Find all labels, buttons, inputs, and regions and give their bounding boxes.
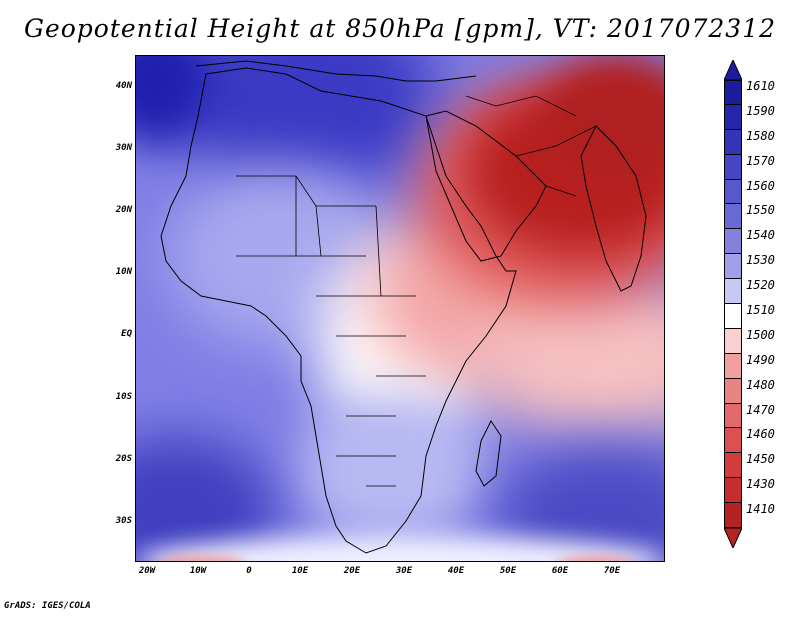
colorbar-label-1480: 1480	[746, 377, 775, 392]
colorbar-cell-7	[724, 254, 742, 280]
colorbar-label-1570: 1570	[746, 153, 775, 168]
colorbar-label-1460: 1460	[746, 427, 775, 442]
map-frame	[135, 55, 665, 562]
colorbar-label-1500: 1500	[746, 327, 775, 342]
colorbar-cell-11	[724, 353, 742, 379]
lat-label-30s: 30S	[115, 516, 132, 526]
europe-coastline	[195, 60, 477, 82]
colorbar-label-1510: 1510	[746, 303, 775, 317]
footer-credit: GrADS: IGES/COLA	[4, 601, 91, 611]
lat-label-10s: 10S	[115, 392, 132, 402]
lat-label-eq: EQ	[121, 329, 132, 339]
colorbar-cell-3	[724, 154, 742, 180]
colorbar-cell-16	[724, 478, 742, 504]
colorbar-label-1530: 1530	[746, 253, 775, 268]
lat-label-10n: 10N	[115, 267, 132, 277]
colorbar-label-1540: 1540	[746, 228, 775, 243]
colorbar-label-1520: 1520	[746, 278, 775, 293]
lon-label-40e: 40E	[447, 566, 465, 576]
lat-label-40n: 40N	[115, 81, 132, 91]
country-borders	[236, 175, 426, 487]
colorbar-label-1410: 1410	[746, 502, 775, 517]
colorbar-top-arrow	[724, 60, 742, 80]
lon-label-50e: 50E	[499, 566, 517, 576]
colorbar-label-1580: 1580	[746, 128, 775, 143]
colorbar-cell-17	[724, 503, 742, 528]
field-deep-red-iran	[546, 56, 664, 176]
lon-label-30e: 30E	[395, 566, 413, 576]
colorbar-cell-0	[724, 80, 742, 105]
field-red-south-edge-left	[156, 556, 246, 561]
colorbar-cell-15	[724, 453, 742, 479]
colorbar-bottom-arrow	[724, 528, 742, 548]
lat-label-20n: 20N	[115, 205, 132, 215]
colorbar-cell-10	[724, 328, 742, 354]
colorbar-label-1590: 1590	[746, 103, 775, 118]
colorbar-cell-9	[724, 304, 742, 329]
lon-label-20e: 20E	[343, 566, 361, 576]
colorbar-label-1490: 1490	[746, 352, 775, 367]
colorbar-label-1430: 1430	[746, 477, 775, 492]
colorbar-cell-5	[724, 204, 742, 230]
colorbar-cell-4	[724, 179, 742, 205]
colorbar-label-1470: 1470	[746, 402, 775, 417]
colorbar-cell-6	[724, 229, 742, 255]
colorbar-label-1560: 1560	[746, 178, 775, 193]
asia-borders	[465, 95, 597, 197]
africa-coastline	[160, 67, 517, 554]
colorbar-cell-14	[724, 428, 742, 454]
field-red-south-edge-right	[556, 556, 636, 561]
lon-label-0: 0	[246, 566, 252, 576]
field-light-blue-southernafrica	[296, 396, 486, 546]
map-title: Geopotential Height at 850hPa [gpm], VT:…	[23, 14, 777, 43]
colorbar-cell-1	[724, 104, 742, 130]
geopotential-height-map[interactable]	[135, 55, 665, 562]
lat-label-30n: 30N	[115, 143, 132, 153]
arabia-coastline	[425, 110, 547, 262]
lon-label-20w: 20W	[138, 566, 156, 576]
colorbar-cell-12	[724, 378, 742, 404]
colorbar-cell-13	[724, 403, 742, 429]
lon-label-60e: 60E	[551, 566, 569, 576]
colorbar-cell-8	[724, 279, 742, 304]
colorbar-label-1610: 1610	[746, 79, 775, 93]
madagascar-coastline	[475, 420, 502, 487]
colorbar-label-1450: 1450	[746, 452, 775, 467]
colorbar-label-1550: 1550	[746, 203, 775, 218]
lon-label-70e: 70E	[603, 566, 621, 576]
lon-label-10w: 10W	[189, 566, 207, 576]
india-coastline	[580, 125, 647, 292]
lat-label-20s: 20S	[115, 454, 132, 464]
coastline-overlay	[160, 60, 647, 554]
colorbar-cell-2	[724, 129, 742, 155]
lon-label-10e: 10E	[291, 566, 309, 576]
